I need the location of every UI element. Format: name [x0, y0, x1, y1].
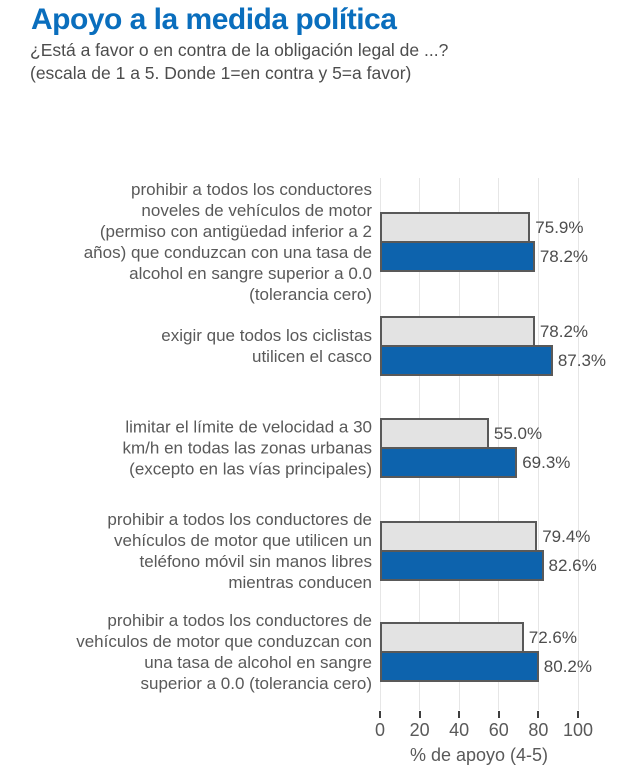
- value-label-blue: 69.3%: [522, 452, 571, 472]
- value-label-gray: 55.0%: [493, 423, 543, 443]
- bar-blue: 78.2%: [380, 241, 588, 272]
- x-axis-tick-label: 60: [488, 720, 509, 740]
- chart-title: Apoyo a la medida política: [31, 3, 397, 36]
- bar-group: 72.6% 80.2%: [380, 622, 592, 682]
- bar-group: 79.4% 82.6%: [380, 521, 597, 581]
- bar-group: 75.9% 78.2%: [380, 212, 588, 272]
- x-axis-tick-label: 100: [562, 720, 594, 740]
- x-axis-tick-label: 20: [409, 720, 430, 740]
- chart-subtitle-line1: ¿Está a favor o en contra de la obligaci…: [30, 40, 449, 60]
- value-label-gray: 78.2%: [539, 321, 589, 341]
- category-label: prohibir a todos los conductores de vehí…: [107, 510, 372, 592]
- bar-gray: 72.6%: [380, 622, 577, 653]
- value-label-gray: 79.4%: [542, 526, 591, 546]
- x-axis-tick-label: 40: [449, 720, 470, 740]
- bar-group: 55.0% 69.3%: [380, 418, 578, 478]
- x-axis-title: % de apoyo (4-5): [409, 745, 549, 765]
- gridline: [498, 178, 500, 710]
- category-label: limitar el límite de velocidad a 30 km/h…: [122, 417, 372, 479]
- x-axis-tick: [497, 711, 500, 718]
- bar-gray: 78.2%: [380, 316, 588, 347]
- value-label-gray: 75.9%: [535, 217, 584, 237]
- chart-subtitle-line2: (escala de 1 a 5. Donde 1=en contra y 5=…: [30, 63, 412, 83]
- x-axis-tick: [379, 711, 381, 718]
- value-label-blue: 80.2%: [543, 656, 592, 676]
- x-axis-tick: [458, 711, 461, 718]
- x-axis-tick-label: 0: [374, 720, 386, 740]
- category-label: prohibir a todos los conductores noveles…: [83, 180, 372, 304]
- category-label: exigir que todos los ciclistas utilicen …: [161, 326, 372, 366]
- bar-blue: 80.2%: [380, 651, 592, 682]
- value-label-gray: 72.6%: [528, 627, 577, 647]
- bar-gray: 79.4%: [380, 521, 590, 552]
- bar-blue: 69.3%: [380, 447, 570, 478]
- x-axis-tick-label: 80: [528, 720, 549, 740]
- bar-gray: 55.0%: [380, 418, 542, 449]
- x-axis-tick: [577, 711, 579, 718]
- x-axis-tick: [537, 711, 540, 718]
- value-label-blue: 87.3%: [557, 350, 607, 370]
- category-label: prohibir a todos los conductores de vehí…: [76, 611, 372, 693]
- bar-gray: 75.9%: [380, 212, 583, 243]
- value-label-blue: 82.6%: [548, 555, 597, 575]
- bar-blue: 82.6%: [380, 550, 597, 581]
- bar-blue: 87.3%: [380, 345, 606, 376]
- value-label-blue: 78.2%: [539, 246, 589, 266]
- bar-group: 78.2% 87.3%: [380, 316, 606, 376]
- gridline: [537, 178, 539, 710]
- x-axis-tick: [418, 711, 421, 718]
- gridline: [577, 178, 579, 710]
